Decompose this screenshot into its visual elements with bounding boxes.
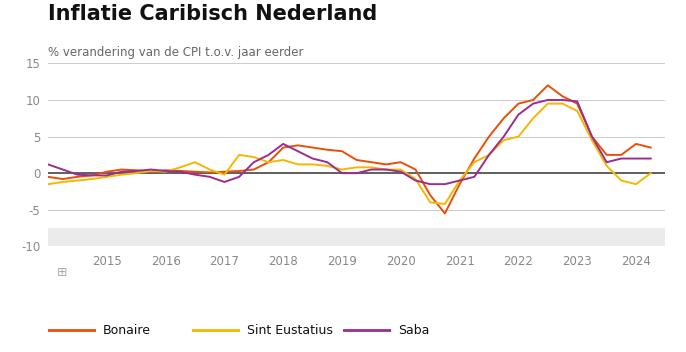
Text: Bonaire: Bonaire <box>103 324 151 337</box>
Text: Inflatie Caribisch Nederland: Inflatie Caribisch Nederland <box>48 4 377 24</box>
Text: % verandering van de CPI t.o.v. jaar eerder: % verandering van de CPI t.o.v. jaar eer… <box>48 46 303 59</box>
Text: ⊞: ⊞ <box>58 266 68 279</box>
Text: Saba: Saba <box>398 324 429 337</box>
Bar <box>48 228 665 246</box>
Text: Sint Eustatius: Sint Eustatius <box>247 324 333 337</box>
